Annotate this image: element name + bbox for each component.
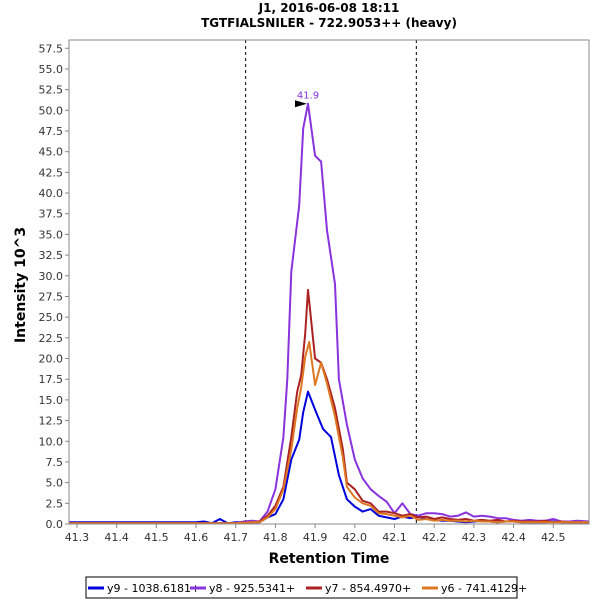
y-tick-label: 45.0: [39, 146, 64, 159]
chart-title: J1, 2016-06-08 18:11: [258, 1, 400, 15]
x-tick-label: 41.9: [303, 531, 328, 544]
legend-item-label: y8 - 925.5341+: [209, 582, 295, 595]
y-tick-label: 32.5: [39, 249, 64, 262]
y-axis-title: Intensity 10^3: [13, 227, 29, 343]
plot-frame: [68, 39, 590, 525]
y-tick-label: 17.5: [39, 373, 64, 386]
y-tick-label: 50.0: [39, 104, 64, 117]
y-tick-label: 55.0: [39, 63, 64, 76]
x-tick-label: 42.1: [382, 531, 407, 544]
legend-item-label: y9 - 1038.6181+: [107, 582, 200, 595]
y-tick-label: 27.5: [39, 290, 64, 303]
y-tick-label: 12.5: [39, 415, 64, 428]
y-tick-label: 35.0: [39, 228, 64, 241]
y-tick-label: 0.0: [46, 518, 64, 531]
legend-item-label: y7 - 854.4970+: [325, 582, 411, 595]
y-tick-label: 15.0: [39, 394, 64, 407]
x-axis: 41.3 41.4 41.5 41.6 41.7 41.8 41.9 42.0 42.1 42.2…: [65, 524, 566, 544]
x-tick-label: 41.5: [144, 531, 169, 544]
y-tick-label: 20.0: [39, 353, 64, 366]
x-tick-label: 41.7: [223, 531, 248, 544]
y-tick-label: 37.5: [39, 208, 64, 221]
x-tick-label: 42.2: [422, 531, 447, 544]
chart-subtitle: TGTFIALSNILER - 722.9053++ (heavy): [201, 16, 457, 30]
x-axis-title: Retention Time: [269, 551, 390, 567]
y-tick-label: 30.0: [39, 270, 64, 283]
x-tick-label: 41.3: [65, 531, 90, 544]
y-tick-label: 2.5: [46, 497, 64, 510]
integration-boundaries: [245, 40, 417, 524]
x-tick-label: 41.4: [104, 531, 129, 544]
y-tick-label: 25.0: [39, 311, 64, 324]
x-tick-label: 41.6: [184, 531, 209, 544]
y-tick-label: 5.0: [46, 477, 64, 490]
x-tick-label: 42.4: [501, 531, 526, 544]
series-lines: [69, 102, 590, 525]
peak-label: 41.9: [297, 91, 319, 102]
legend-item-label: y6 - 741.4129+: [441, 582, 527, 595]
y-tick-label: 22.5: [39, 332, 64, 345]
legend: y9 - 1038.6181+ y8 - 925.5341+ y7 - 854.49…: [85, 576, 527, 599]
y-tick-label: 47.5: [39, 125, 64, 138]
series-line: [69, 341, 589, 525]
x-tick-label: 41.8: [263, 531, 288, 544]
y-tick-label: 57.5: [39, 42, 64, 55]
legend-box: [85, 576, 518, 599]
x-tick-label: 42.0: [343, 531, 368, 544]
x-tick-label: 42.5: [541, 531, 566, 544]
peak-arrow-icon: [294, 100, 307, 108]
y-tick-label: 52.5: [39, 84, 64, 97]
y-tick-label: 10.0: [39, 435, 64, 448]
y-axis: 0.0 2.5 5.0 7.5 10.0 12.5 15.0 17.5 20.0 22.5 25.0…: [39, 42, 69, 531]
x-tick-label: 42.3: [462, 531, 487, 544]
y-tick-label: 7.5: [46, 456, 64, 469]
peak-annotation: 41.9: [294, 91, 319, 108]
y-tick-label: 40.0: [39, 187, 64, 200]
y-tick-label: 42.5: [39, 166, 64, 179]
